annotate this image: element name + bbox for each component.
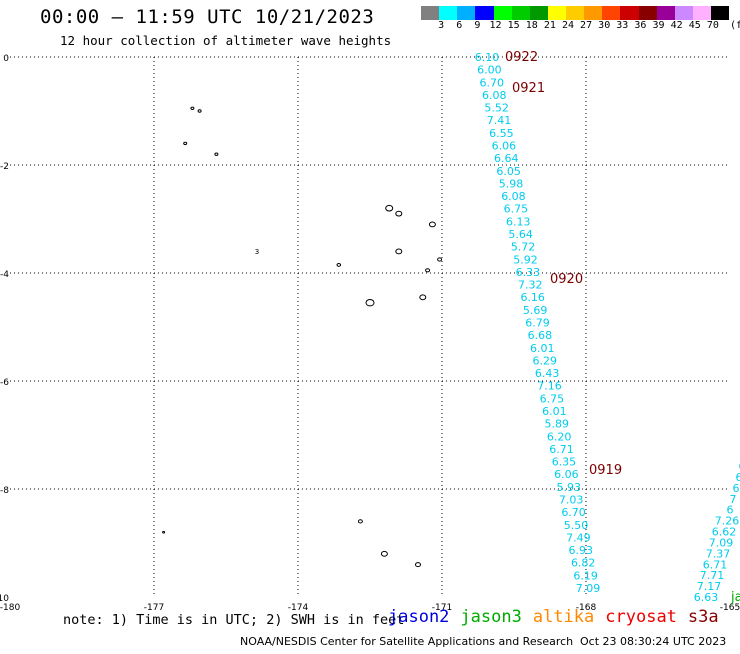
wave-height-value: 6.20 [547, 430, 572, 443]
island-outline [366, 300, 374, 306]
island-outline [191, 107, 194, 109]
wave-height-value: 6.43 [535, 367, 560, 380]
wave-height-value: 6.33 [516, 266, 541, 279]
wave-height-value: 7.09 [576, 582, 601, 595]
wave-height-value: 6.55 [489, 127, 514, 140]
wave-height-value: 6.01 [530, 342, 555, 355]
island-outline [215, 153, 218, 155]
island-outline [429, 222, 435, 227]
wave-height-value: 7.16 [537, 380, 562, 393]
wave-height-value: 6.16 [520, 291, 545, 304]
x-tick-label: -180 [0, 603, 20, 613]
island-mark: 3 [255, 248, 259, 256]
wave-height-value: 7.41 [487, 114, 512, 127]
wave-height-value: 5.98 [499, 177, 524, 190]
wave-height-value: 6.71 [549, 443, 574, 456]
legend-s3a: s3a [688, 607, 719, 627]
wave-height-value: 5.89 [544, 418, 569, 431]
wave-height-value: 5.92 [513, 253, 538, 266]
island-outline [358, 520, 362, 523]
wave-height-value: 6.19 [573, 569, 598, 582]
wave-height-value: 6.13 [506, 215, 531, 228]
island-outline [163, 531, 165, 533]
wave-height-value: 6.70 [561, 506, 586, 519]
wave-height-value: 6.10 [475, 51, 500, 64]
y-tick-label: -8 [0, 486, 9, 496]
y-tick-label: -6 [0, 378, 9, 388]
footer-credit: NOAA/NESDIS Center for Satellite Applica… [240, 635, 573, 648]
y-tick-label: 0 [3, 54, 9, 64]
island-outline [337, 263, 341, 266]
wave-height-value: 6.68 [528, 329, 553, 342]
wave-height-value: 6.63 [694, 591, 719, 604]
island-outline [396, 249, 402, 254]
legend-altika: altika [533, 607, 594, 627]
island-outline [386, 205, 393, 211]
wave-height-value: 6.75 [540, 392, 565, 405]
legend-note: note: 1) Time is in UTC; 2) SWH is in fe… [63, 612, 404, 628]
island-outline [381, 551, 387, 556]
wave-height-value: 6.64 [494, 152, 519, 165]
y-tick-label: -2 [0, 162, 9, 172]
wave-height-value: 6.06 [492, 140, 517, 153]
wave-height-value: 6.70 [480, 76, 505, 89]
wave-height-value: 5.93 [557, 481, 582, 494]
wave-height-value: 6.93 [569, 544, 594, 557]
clipped-edge-label: ja [730, 590, 740, 605]
legend-jason2: jason2 [388, 607, 449, 627]
wave-height-value: 6.06 [554, 468, 579, 481]
wave-height-value: 7.32 [518, 279, 543, 292]
pass-time-label: 0921 [512, 81, 545, 96]
wave-height-value: 6.08 [501, 190, 526, 203]
pass-time-label: 0922 [505, 50, 538, 65]
wave-height-value: 6.29 [532, 354, 557, 367]
pass-time-label: 0919 [589, 463, 622, 478]
wave-height-value: 6.05 [496, 165, 521, 178]
footer-timestamp: Oct 23 08:30:24 UTC 2023 [580, 635, 726, 648]
legend-jason3: jason3 [460, 607, 521, 627]
wave-height-value: 6.75 [504, 203, 529, 216]
wave-height-value: 6.01 [542, 405, 567, 418]
wave-height-value: 7.03 [559, 494, 584, 507]
island-outline [396, 211, 402, 216]
island-outline [426, 269, 430, 272]
legend-cryosat: cryosat [605, 607, 677, 627]
wave-height-value: 7.49 [566, 531, 591, 544]
pass-time-label: 0920 [550, 272, 583, 287]
wave-height-value: 5.69 [523, 304, 548, 317]
island-outline [420, 295, 426, 300]
wave-height-value: 6.79 [525, 317, 550, 330]
y-tick-label: -4 [0, 270, 9, 280]
wave-height-value: 5.52 [484, 102, 509, 115]
wave-height-value: 5.72 [511, 241, 536, 254]
wave-height-value: 6.82 [571, 557, 596, 570]
wave-height-value: 6.08 [482, 89, 507, 102]
mission-legend: jason2 jason3 altika cryosat s3a [388, 607, 730, 627]
wave-height-value: 5.50 [564, 519, 589, 532]
island-outline [416, 563, 421, 567]
island-outline [184, 142, 187, 144]
wave-height-value: 6.00 [477, 64, 502, 77]
wave-height-value: 6.35 [552, 456, 577, 469]
wave-height-value: 5.64 [508, 228, 533, 241]
island-outline [438, 258, 442, 261]
island-outline [198, 110, 201, 112]
